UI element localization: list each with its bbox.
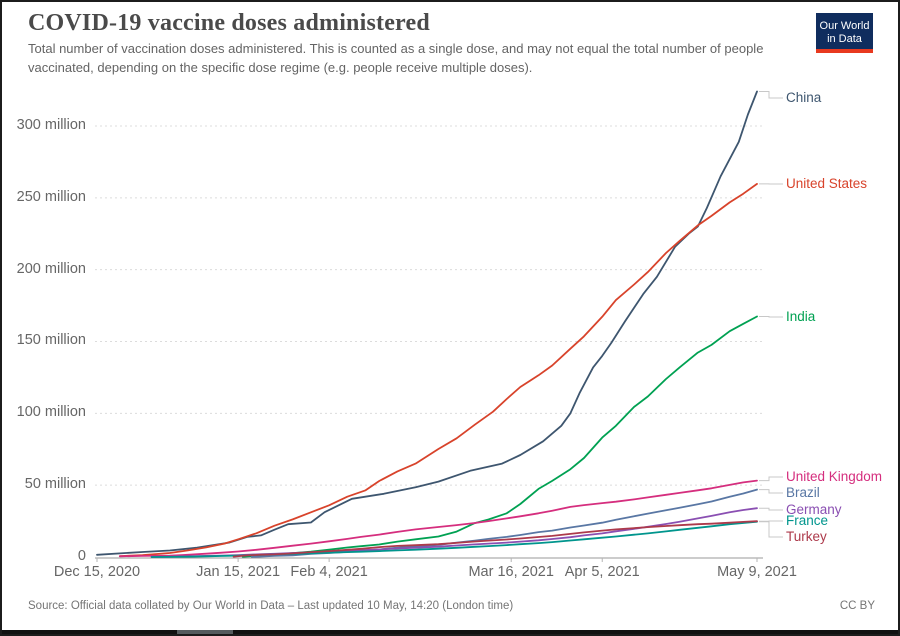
label-connector-brazil <box>759 489 783 494</box>
y-axis-label-100: 100 million <box>16 404 86 421</box>
series-label-germany[interactable]: Germany <box>786 502 842 517</box>
owid-logo: Our World in Data <box>816 13 873 53</box>
label-connector-turkey <box>759 520 783 538</box>
label-connector-china <box>759 91 783 99</box>
line-united-states <box>118 182 758 557</box>
line-turkey <box>232 520 758 558</box>
page-title: COVID-19 vaccine doses administered <box>28 10 430 36</box>
x-axis-label-5: May 9, 2021 <box>717 564 797 580</box>
label-connector-india <box>759 316 783 318</box>
x-axis-label-1: Jan 15, 2021 <box>196 564 281 580</box>
y-axis-label-200: 200 million <box>16 260 86 277</box>
series-label-india[interactable]: India <box>786 309 816 324</box>
series-label-france[interactable]: France <box>786 513 829 528</box>
owid-logo-line1: Our World <box>819 20 870 32</box>
source-text: Source: Official data collated by Our Wo… <box>28 600 514 612</box>
series-label-united-states[interactable]: United States <box>786 176 868 191</box>
license-link[interactable]: CC BY <box>839 600 875 612</box>
chart-subtitle-line2: vaccinated, depending on the specific do… <box>28 60 533 75</box>
x-axis-label-0: Dec 15, 2020 <box>53 564 141 580</box>
owid-logo-line2: in Data <box>827 33 862 45</box>
y-axis-label-50: 50 million <box>24 476 86 493</box>
chart-subtitle-line1: Total number of vaccination doses admini… <box>28 41 764 56</box>
series-label-united-kingdom[interactable]: United Kingdom <box>786 469 883 484</box>
bottom-taskbar-segment <box>177 630 233 636</box>
y-axis-label-300: 300 million <box>16 116 86 133</box>
series-label-turkey[interactable]: Turkey <box>786 529 827 544</box>
bottom-taskbar-strip <box>0 630 900 636</box>
line-india <box>241 315 758 558</box>
series-label-brazil[interactable]: Brazil <box>786 485 820 500</box>
y-axis-label-0: 0 <box>77 548 86 564</box>
y-axis-label-250: 250 million <box>16 188 86 205</box>
label-connector-germany <box>759 507 783 511</box>
series-label-china[interactable]: China <box>786 90 822 105</box>
x-axis-label-2: Feb 4, 2021 <box>290 564 368 580</box>
label-connector-united-kingdom <box>759 476 783 482</box>
x-axis-label-4: Apr 5, 2021 <box>564 564 640 580</box>
x-axis-label-3: Mar 16, 2021 <box>468 564 554 580</box>
line-united-kingdom <box>118 479 758 558</box>
y-axis-label-150: 150 million <box>16 332 86 349</box>
